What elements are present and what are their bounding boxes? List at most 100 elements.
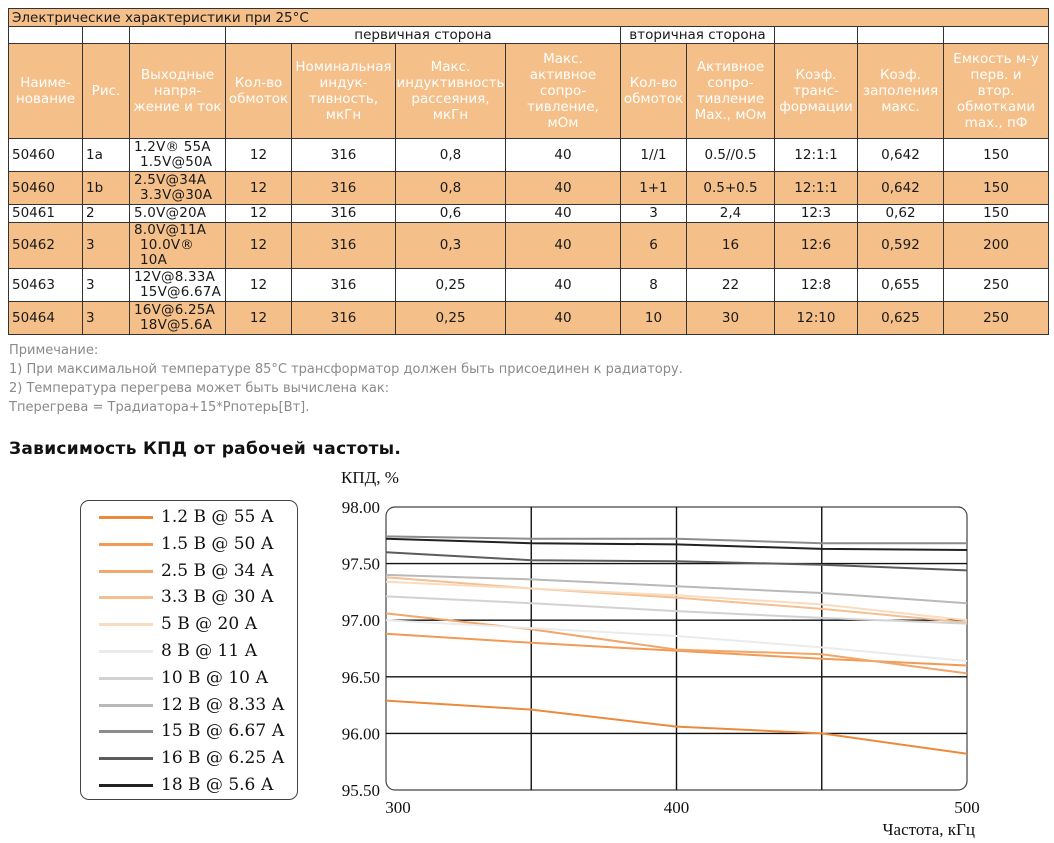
column-header-line: Выходные <box>140 67 215 83</box>
cell-output-voltage: 5.0V@20A <box>129 204 226 223</box>
cell-leak: 0,25 <box>395 268 506 302</box>
column-header-line: транс- <box>793 83 839 99</box>
table-row: 50463 3 12V@8.33A 15V@6.67A 12 316 0,25 40 8 22 12… <box>8 268 1050 302</box>
cell-ind: 316 <box>291 204 396 223</box>
column-header-line: тивность, <box>308 91 379 107</box>
column-header-line: индуктивность <box>396 75 505 91</box>
y-tick-label: 97.50 <box>342 555 380 574</box>
cell-wind-s: 1+1 <box>620 171 687 205</box>
column-header-line: формации <box>779 99 853 115</box>
cell-cap: 200 <box>942 222 1050 269</box>
legend-swatch <box>99 569 153 573</box>
legend-label: 3.3 В @ 30 А <box>161 587 274 608</box>
cell-leak: 0,25 <box>395 301 506 335</box>
column-header: Макс. индуктивность рассеяния, мкГн <box>395 43 506 139</box>
column-header-line: мОм <box>547 115 579 131</box>
legend-item: 1.5 В @ 50 А <box>99 531 289 557</box>
column-header-line: тивление, <box>527 99 599 115</box>
legend-swatch <box>99 650 153 653</box>
column-header-line: втор. <box>977 83 1015 99</box>
legend-item: 15 В @ 6.67 А <box>99 718 289 744</box>
voltage-line-1: 2.5V@34A <box>134 172 207 188</box>
note-line-1: 1) При максимальной температуре 85°С тра… <box>9 362 683 377</box>
table-header-row: Наиме-нование Рис. Выходные напря-жение и т… <box>8 43 1050 139</box>
cell-ratio: 12:1:1 <box>774 171 858 205</box>
voltage-line-1: 16V@6.25A <box>134 302 216 318</box>
cell-fig: 3 <box>82 222 130 269</box>
column-header-line: индук- <box>319 75 368 91</box>
cell-name: 50462 <box>8 222 83 269</box>
voltage-line-1: 12V@8.33A <box>134 269 216 285</box>
cell-output-voltage: 2.5V@34A 3.3V@30A <box>129 171 226 205</box>
notes-block: Примечание: 1) При максимальной температ… <box>9 341 683 417</box>
cell-fill: 0,625 <box>857 301 944 335</box>
series-line <box>385 576 968 624</box>
efficiency-section-title: Зависимость КПД от рабочей частоты. <box>9 439 402 459</box>
column-header-line: макс. <box>881 99 920 115</box>
cell-output-voltage: 1.2V® 55A 1.5V@50A <box>129 138 226 172</box>
column-header: Емкость м-у перв. и втор. обмотками max., пФ <box>942 43 1050 139</box>
cell-cap: 150 <box>942 171 1050 205</box>
column-header-line: Наиме- <box>20 75 71 91</box>
legend-label: 2.5 В @ 34 А <box>161 560 274 581</box>
cell-wind-p: 12 <box>225 268 292 302</box>
column-header-line: перв. и <box>970 67 1022 83</box>
cell-ratio: 12:8 <box>774 268 858 302</box>
voltage-line-2: 3.3V@30A <box>140 187 213 203</box>
cell-ratio: 12:6 <box>774 222 858 269</box>
cell-wind-p: 12 <box>225 301 292 335</box>
column-header: Коэф. заполения макс. <box>857 43 944 139</box>
y-axis-label: КПД, % <box>341 468 399 487</box>
y-tick-label: 98.00 <box>342 498 380 517</box>
column-header-line: сопро- <box>707 75 754 91</box>
cell-name: 50464 <box>8 301 83 335</box>
column-header-line: Емкость м-у <box>953 51 1039 67</box>
y-tick-label: 96.50 <box>342 668 380 687</box>
legend-label: 16 В @ 6.25 А <box>161 748 285 769</box>
cell-leak: 0,8 <box>395 138 506 172</box>
column-header-line: нование <box>15 91 76 107</box>
legend-swatch <box>99 730 153 734</box>
cell-leak: 0,3 <box>395 222 506 269</box>
column-header: Номинальная индук-тивность, мкГн <box>291 43 396 139</box>
cell-wind-s: 1//1 <box>620 138 687 172</box>
legend-label: 1.2 В @ 55 А <box>161 507 274 527</box>
column-header-line: Активное <box>696 59 765 75</box>
column-header-line: активное <box>529 67 597 83</box>
cell-res-p: 40 <box>505 301 621 335</box>
x-tick-label: 500 <box>954 798 980 817</box>
cell-res-s: 0.5+0.5 <box>686 171 775 205</box>
series-line <box>385 619 968 662</box>
legend-item: 3.3 В @ 30 А <box>99 584 289 610</box>
column-header-line: Макс. <box>543 51 583 67</box>
legend-item: 2.5 В @ 34 А <box>99 558 289 584</box>
legend-swatch <box>99 516 153 519</box>
y-tick-label: 95.50 <box>342 781 380 800</box>
legend-label: 10 В @ 10 А <box>161 667 269 688</box>
cell-name: 50460 <box>8 138 83 172</box>
legend-swatch <box>99 757 153 761</box>
note-line-3: Тперегрева = Традиатора+15*Рпотерь[Вт]. <box>9 400 310 415</box>
legend-item: 12 В @ 8.33 А <box>99 692 289 718</box>
series-line <box>385 551 968 572</box>
legend-label: 8 В @ 11 А <box>161 641 258 661</box>
legend-item: 18 В @ 5.6 А <box>99 772 289 798</box>
column-header-line: напря- <box>153 83 202 99</box>
voltage-line-2: 18V@5.6A <box>140 317 213 333</box>
column-header-line: Кол-во <box>234 75 283 91</box>
legend-item: 10 В @ 10 А <box>99 665 289 691</box>
column-header-line: Кол-во <box>629 75 678 91</box>
cell-res-p: 40 <box>505 268 621 302</box>
voltage-line-1: 1.2V® 55A <box>134 139 211 155</box>
legend-item: 8 В @ 11 А <box>99 638 289 664</box>
cell-res-p: 40 <box>505 171 621 205</box>
column-header-line: Max., мОм <box>694 107 767 123</box>
table-row: 50460 1a 1.2V® 55A 1.5V@50A 12 316 0,8 40 1//1 0.… <box>8 138 1050 172</box>
cell-fill: 0,642 <box>857 171 944 205</box>
electrical-specs-table: Электрические характеристики при 25°С пе… <box>7 8 1050 335</box>
cell-output-voltage: 8.0V@11A 10.0V® 10A <box>129 222 226 269</box>
cell-output-voltage: 16V@6.25A 18V@5.6A <box>129 301 226 335</box>
legend-label: 12 В @ 8.33 А <box>161 694 285 715</box>
legend-swatch <box>99 596 153 600</box>
